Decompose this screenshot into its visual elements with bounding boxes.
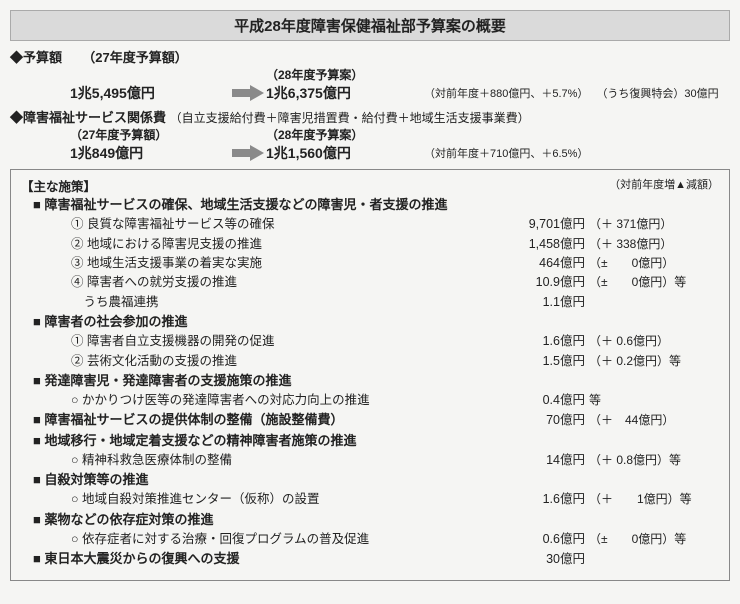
section-head: ■ 障害福祉サービスの提供体制の整備（施設整備費）70億円（＋ 44億円） [21, 410, 719, 430]
policy-item: ③ 地域生活支援事業の着実な実施464億円（± 0億円） [21, 254, 719, 273]
summary-row-2: 1兆849億円 1兆1,560億円 （対前年度＋710億円、＋6.5%） [70, 143, 730, 163]
box-head-left: 【主な施策】 [21, 176, 96, 195]
summary-sub-2: （自立支援給付費＋障害児措置費・給付費＋地域生活支援事業費） [170, 111, 530, 125]
section-title: ■ 薬物などの依存症対策の推進 [21, 510, 719, 530]
summary-newlabel-1: （28年度予算案） [266, 66, 416, 83]
summary-row-1: 1兆5,495億円 1兆6,375億円 （対前年度＋880億円、＋5.7%） （… [70, 83, 730, 103]
policy-delta: （± 0億円）等 [589, 530, 719, 549]
policy-delta: （＋ 1億円）等 [589, 490, 719, 509]
summary-note2-1: （うち復興特会）30億円 [596, 85, 718, 101]
section-title: ■ 自殺対策等の推進 [21, 470, 719, 490]
policy-amount: 9,701億円 [489, 215, 589, 234]
policy-item: ○ 地域自殺対策推進センター（仮称）の設置1.6億円（＋ 1億円）等 [21, 490, 719, 509]
policy-label: ○ 地域自殺対策推進センター（仮称）の設置 [21, 490, 489, 509]
policy-item: ○ 精神科救急医療体制の整備14億円（＋ 0.8億円）等 [21, 451, 719, 470]
policy-item: ○ 依存症者に対する治療・回復プログラムの普及促進0.6億円（± 0億円）等 [21, 530, 719, 549]
summary-head-1: ◆予算額 （27年度予算額） [10, 47, 730, 66]
policy-item: ① 障害者自立支援機器の開発の促進1.6億円（＋ 0.6億円） [21, 332, 719, 351]
summary-newlabel-2: （28年度予算案） [266, 126, 416, 143]
summary-new-2: 1兆1,560億円 [266, 143, 416, 163]
policy-amount: 1.6億円 [489, 332, 589, 351]
arrow-icon [230, 145, 266, 161]
section-title: ■ 障害福祉サービスの提供体制の整備（施設整備費） [21, 410, 489, 430]
policies-box: 【主な施策】 （対前年度増▲減額） ■ 障害福祉サービスの確保、地域生活支援など… [10, 169, 730, 581]
section-amount: 70億円 [489, 411, 589, 430]
policy-label: ② 芸術文化活動の支援の推進 [21, 352, 489, 371]
policy-label: うち農福連携 [21, 293, 489, 312]
section-head: ■ 薬物などの依存症対策の推進 [21, 510, 719, 530]
policy-amount: 1,458億円 [489, 235, 589, 254]
section-head: ■ 自殺対策等の推進 [21, 470, 719, 490]
policy-item: ② 地域における障害児支援の推進1,458億円（＋ 338億円） [21, 235, 719, 254]
policy-item: うち農福連携1.1億円 [21, 293, 719, 312]
policy-item: ① 良質な障害福祉サービス等の確保9,701億円（＋ 371億円） [21, 215, 719, 234]
section-amount: 30億円 [489, 550, 589, 569]
policy-label: ○ 依存症者に対する治療・回復プログラムの普及促進 [21, 530, 489, 549]
section-title: ■ 東日本大震災からの復興への支援 [21, 549, 489, 569]
section-head: ■ 障害福祉サービスの確保、地域生活支援などの障害児・者支援の推進 [21, 195, 719, 215]
section-title: ■ 障害者の社会参加の推進 [21, 312, 719, 332]
arrow-icon [230, 85, 266, 101]
section-delta: （＋ 44億円） [589, 411, 719, 430]
policy-amount: 0.6億円 [489, 530, 589, 549]
summary-head-2: ◆障害福祉サービス関係費 （自立支援給付費＋障害児措置費・給付費＋地域生活支援事… [10, 107, 730, 126]
section-head: ■ 地域移行・地域定着支援などの精神障害者施策の推進 [21, 431, 719, 451]
summary-new-1: 1兆6,375億円 [266, 83, 416, 103]
page-title: 平成28年度障害保健福祉部予算案の概要 [10, 10, 730, 41]
policy-delta: （＋ 371億円） [589, 215, 719, 234]
policy-amount: 1.6億円 [489, 490, 589, 509]
section-head: ■ 障害者の社会参加の推進 [21, 312, 719, 332]
policy-amount: 10.9億円 [489, 273, 589, 292]
policy-delta: （＋ 0.8億円）等 [589, 451, 719, 470]
policy-amount: 1.5億円 [489, 352, 589, 371]
policy-amount: 0.4億円 [489, 391, 589, 410]
summary-note1-2: （対前年度＋710億円、＋6.5%） [424, 145, 588, 161]
policy-delta: （＋ 338億円） [589, 235, 719, 254]
section-title: ■ 地域移行・地域定着支援などの精神障害者施策の推進 [21, 431, 719, 451]
policy-label: ④ 障害者への就労支援の推進 [21, 273, 489, 292]
summary-prevlabel-2: （27年度予算額） [70, 126, 230, 143]
section-title: ■ 発達障害児・発達障害者の支援施策の推進 [21, 371, 719, 391]
summary-head-2-text: ◆障害福祉サービス関係費 [10, 110, 166, 125]
policy-label: ○ かかりつけ医等の発達障害者への対応力向上の推進 [21, 391, 489, 410]
policy-amount: 464億円 [489, 254, 589, 273]
policy-delta: 等 [589, 391, 719, 410]
policy-delta: （± 0億円）等 [589, 273, 719, 292]
policy-delta: （＋ 0.6億円） [589, 332, 719, 351]
policy-label: ② 地域における障害児支援の推進 [21, 235, 489, 254]
summary-prev-2: 1兆849億円 [70, 143, 230, 163]
box-head-right: （対前年度増▲減額） [609, 176, 719, 195]
policy-item: ② 芸術文化活動の支援の推進1.5億円（＋ 0.2億円）等 [21, 352, 719, 371]
policy-label: ① 良質な障害福祉サービス等の確保 [21, 215, 489, 234]
policy-label: ○ 精神科救急医療体制の整備 [21, 451, 489, 470]
section-title: ■ 障害福祉サービスの確保、地域生活支援などの障害児・者支援の推進 [21, 195, 719, 215]
policy-amount: 14億円 [489, 451, 589, 470]
policy-amount: 1.1億円 [489, 293, 589, 312]
section-head: ■ 東日本大震災からの復興への支援30億円 [21, 549, 719, 569]
policy-label: ③ 地域生活支援事業の着実な実施 [21, 254, 489, 273]
summary-prev-1: 1兆5,495億円 [70, 83, 230, 103]
section-head: ■ 発達障害児・発達障害者の支援施策の推進 [21, 371, 719, 391]
policy-item: ○ かかりつけ医等の発達障害者への対応力向上の推進0.4億円等 [21, 391, 719, 410]
policy-item: ④ 障害者への就労支援の推進10.9億円（± 0億円）等 [21, 273, 719, 292]
summary-head-1-text: ◆予算額 [10, 50, 62, 65]
policy-label: ① 障害者自立支援機器の開発の促進 [21, 332, 489, 351]
policy-delta: （＋ 0.2億円）等 [589, 352, 719, 371]
summary-note1-1: （対前年度＋880億円、＋5.7%） [424, 85, 588, 101]
summary-prevlabel-1: （27年度予算額） [82, 50, 187, 65]
policy-delta: （± 0億円） [589, 254, 719, 273]
